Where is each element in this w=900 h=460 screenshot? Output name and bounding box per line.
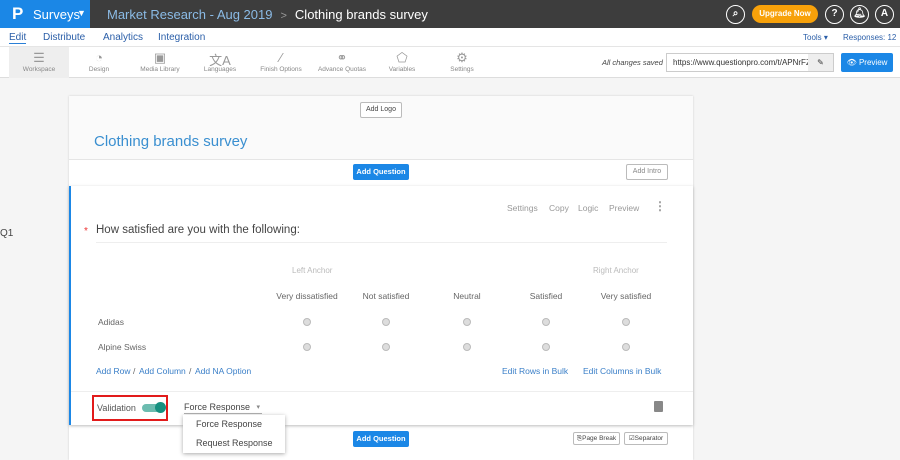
upgrade-button[interactable]: Upgrade Now: [752, 5, 818, 23]
nav-bar: [0, 28, 900, 47]
right-anchor[interactable]: Right Anchor: [593, 266, 639, 275]
validation-dropdown-menu: Force Response Request Response: [183, 415, 285, 453]
palette-icon: ◔: [95, 50, 103, 65]
validation-type-select[interactable]: Force Response ▾: [184, 402, 262, 414]
trash-icon[interactable]: [654, 401, 663, 412]
radio-option[interactable]: [463, 343, 471, 351]
tag-icon: ⬠: [396, 50, 408, 65]
preview-button[interactable]: 👁︎ Preview: [841, 53, 893, 72]
pencil-icon[interactable]: ✎: [808, 54, 833, 71]
checkbox-icon: ☑: [628, 435, 635, 442]
add-row-link[interactable]: Add Row: [96, 366, 131, 376]
radio-option[interactable]: [382, 318, 390, 326]
bell-icon[interactable]: 🔔︎: [850, 5, 869, 24]
menu-item-force-response[interactable]: Force Response: [196, 419, 263, 429]
question-number: Q1: [0, 228, 14, 239]
tab-edit[interactable]: Edit: [9, 32, 27, 44]
column-header[interactable]: Very dissatisfied: [276, 291, 338, 301]
tab-integration[interactable]: Integration: [158, 32, 206, 43]
radio-option[interactable]: [542, 318, 550, 326]
gear-icon: ⚙: [456, 50, 468, 65]
question-card: [69, 186, 693, 425]
top-bar: [0, 0, 900, 28]
logo: P: [12, 4, 24, 23]
avatar[interactable]: A: [875, 5, 894, 24]
tool-settings[interactable]: ⚙ Settings: [432, 47, 492, 78]
divider: [96, 242, 667, 243]
divider: [71, 391, 693, 392]
save-status: All changes saved: [602, 58, 663, 67]
validation-highlight: [92, 395, 168, 421]
tab-distribute[interactable]: Distribute: [43, 32, 86, 43]
tool-languages[interactable]: 文A Languages: [190, 47, 250, 78]
app-name: Surveys: [33, 7, 80, 22]
radio-option[interactable]: [622, 343, 630, 351]
edit-columns-bulk-link[interactable]: Edit Columns in Bulk: [583, 366, 662, 376]
caret-down-icon: ▾: [256, 404, 260, 411]
required-asterisk: *: [84, 226, 88, 237]
radio-option[interactable]: [382, 343, 390, 351]
responses-count[interactable]: Responses: 12: [843, 33, 897, 42]
tool-workspace[interactable]: ☰ Workspace: [9, 47, 69, 78]
survey-title[interactable]: Clothing brands survey: [94, 133, 248, 150]
tool-finish-options[interactable]: ⁄ Finish Options: [251, 47, 311, 78]
slash: /: [189, 366, 192, 376]
add-intro-button[interactable]: Add Intro: [626, 164, 668, 180]
column-header[interactable]: Very satisfied: [600, 291, 652, 301]
add-question-button-bottom[interactable]: Add Question: [353, 431, 409, 447]
add-column-link[interactable]: Add Column: [139, 366, 186, 376]
separator-button[interactable]: ☑Separator: [624, 432, 668, 445]
toggle-knob: [155, 402, 166, 413]
row-label[interactable]: Adidas: [98, 317, 124, 327]
slash: /: [133, 366, 136, 376]
image-icon: ▣: [153, 50, 167, 65]
left-anchor[interactable]: Left Anchor: [292, 266, 333, 275]
breadcrumb-current: Clothing brands survey: [294, 7, 428, 22]
question-text[interactable]: How satisfied are you with the following…: [96, 224, 300, 236]
survey-url-field[interactable]: https://www.questionpro.com/t/APNrFZ ✎: [666, 53, 834, 72]
surveys-menu[interactable]: P Surveys ▼: [0, 0, 90, 28]
column-header[interactable]: Not satisfied: [362, 291, 410, 301]
column-header[interactable]: Satisfied: [529, 291, 563, 301]
question-logic[interactable]: Logic: [578, 203, 599, 213]
tool-design[interactable]: ◔ Design: [69, 47, 129, 78]
question-copy[interactable]: Copy: [549, 203, 569, 213]
tab-analytics[interactable]: Analytics: [103, 32, 144, 43]
breadcrumb: Market Research - Aug 2019 > Clothing br…: [107, 7, 428, 22]
question-settings[interactable]: Settings: [507, 203, 538, 213]
tool-media-library[interactable]: ▣ Media Library: [130, 47, 190, 78]
breadcrumb-parent[interactable]: Market Research - Aug 2019: [107, 7, 273, 22]
tools-menu[interactable]: Tools ▾: [803, 33, 828, 42]
radio-option[interactable]: [303, 343, 311, 351]
chain-icon: ⚭: [336, 50, 348, 65]
validation-label: Validation: [97, 403, 136, 413]
add-question-button[interactable]: Add Question: [353, 164, 409, 180]
edit-rows-bulk-link[interactable]: Edit Rows in Bulk: [502, 366, 569, 376]
list-icon: ☰: [33, 50, 45, 65]
row-label[interactable]: Alpine Swiss: [98, 342, 147, 352]
tool-advance-quotas[interactable]: ⚭ Advance Quotas: [312, 47, 372, 78]
tool-variables[interactable]: ⬠ Variables: [372, 47, 432, 78]
radio-option[interactable]: [463, 318, 471, 326]
eye-icon: 👁︎: [846, 58, 859, 67]
question-preview[interactable]: Preview: [609, 203, 640, 213]
radio-option[interactable]: [303, 318, 311, 326]
caret-down-icon: ▼: [77, 8, 86, 18]
help-icon[interactable]: ?: [825, 5, 844, 24]
translate-icon: 文A: [209, 53, 231, 68]
column-header[interactable]: Neutral: [453, 291, 481, 301]
page-break-icon: ⎘: [576, 435, 583, 442]
add-na-option-link[interactable]: Add NA Option: [195, 366, 252, 376]
menu-item-request-response[interactable]: Request Response: [196, 438, 273, 448]
page-break-button[interactable]: ⎘Page Break: [573, 432, 620, 445]
wand-icon: ⁄: [279, 50, 283, 65]
more-vertical-icon[interactable]: ⋮: [654, 199, 666, 213]
search-icon[interactable]: ⌕: [726, 5, 745, 24]
radio-option[interactable]: [622, 318, 630, 326]
radio-option[interactable]: [542, 343, 550, 351]
validation-toggle[interactable]: [142, 402, 166, 413]
breadcrumb-separator: >: [280, 10, 287, 22]
add-logo-button[interactable]: Add Logo: [360, 102, 402, 118]
